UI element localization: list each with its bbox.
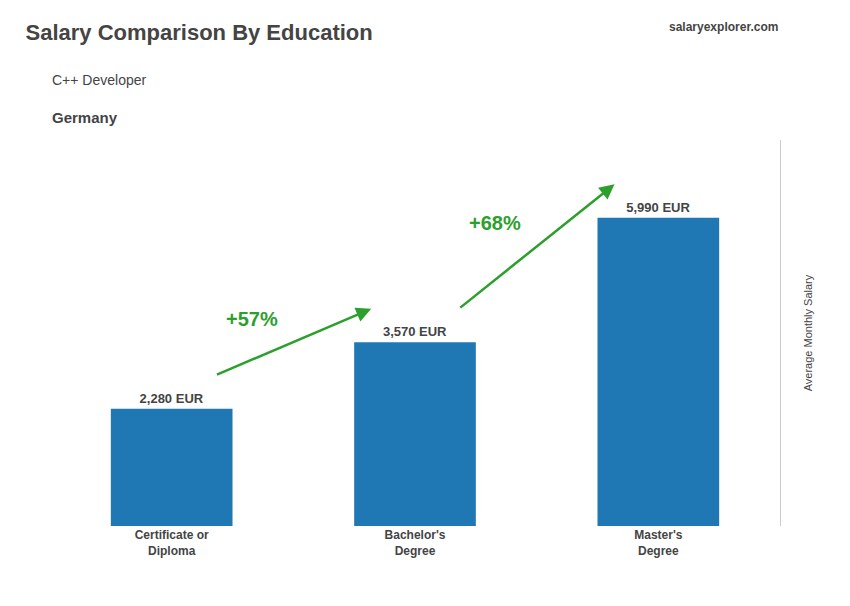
svg-text:+68%: +68%: [469, 212, 521, 234]
svg-text:Salary Comparison By Education: Salary Comparison By Education: [26, 20, 373, 45]
svg-text:2,280 EUR: 2,280 EUR: [140, 391, 204, 406]
svg-text:Certificate orDiploma: Certificate orDiploma: [135, 528, 209, 558]
svg-text:Germany: Germany: [52, 109, 118, 126]
svg-text:salaryexplorer.com: salaryexplorer.com: [669, 20, 778, 34]
svg-text:+57%: +57%: [226, 308, 278, 330]
svg-text:Bachelor'sDegree: Bachelor'sDegree: [385, 528, 446, 558]
svg-text:5,990 EUR: 5,990 EUR: [626, 200, 690, 215]
svg-text:Average Monthly Salary: Average Monthly Salary: [802, 274, 814, 391]
svg-text:C++ Developer: C++ Developer: [52, 72, 147, 88]
svg-text:3,570 EUR: 3,570 EUR: [383, 324, 447, 339]
svg-text:Master'sDegree: Master'sDegree: [634, 528, 683, 558]
